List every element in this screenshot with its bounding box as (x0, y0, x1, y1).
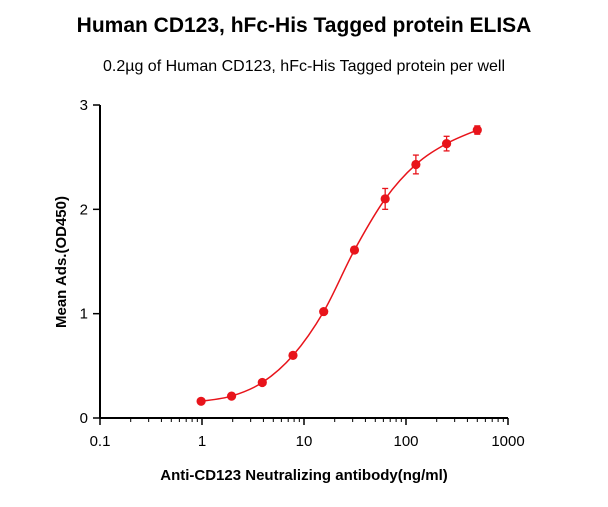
data-point (472, 125, 482, 135)
fit-curve (200, 129, 478, 403)
data-point (411, 159, 421, 170)
chart-title: Human CD123, hFc-His Tagged protein ELIS… (76, 14, 532, 37)
x-tick-label: 1000 (491, 433, 524, 450)
data-point (288, 350, 298, 360)
data-point (196, 396, 206, 406)
data-point (319, 306, 329, 317)
data-point (349, 245, 360, 255)
x-axis-title: Anti-CD123 Neutralizing antibody(ng/ml) (160, 467, 448, 484)
y-axis-title: Mean Ads.(OD450) (53, 196, 70, 328)
x-tick-label: 10 (296, 433, 313, 450)
x-tick-label: 1 (198, 433, 206, 450)
y-tick-label: 0 (80, 410, 88, 427)
data-point (441, 139, 452, 149)
x-tick-label: 0.1 (90, 433, 111, 450)
data-point (257, 377, 267, 388)
x-axis-ticks: 0.1 1 10 100 1000 (90, 418, 525, 450)
chart-subtitle: 0.2µg of Human CD123, hFc-His Tagged pro… (102, 58, 505, 75)
data-point (380, 194, 390, 204)
y-axis-ticks: 0 1 2 3 (80, 97, 100, 427)
y-tick-label: 1 (80, 306, 88, 323)
data-points (196, 125, 482, 406)
y-tick-label: 2 (80, 201, 88, 218)
y-tick-label: 3 (80, 97, 88, 114)
data-point (226, 391, 237, 401)
x-tick-label: 100 (393, 433, 418, 450)
